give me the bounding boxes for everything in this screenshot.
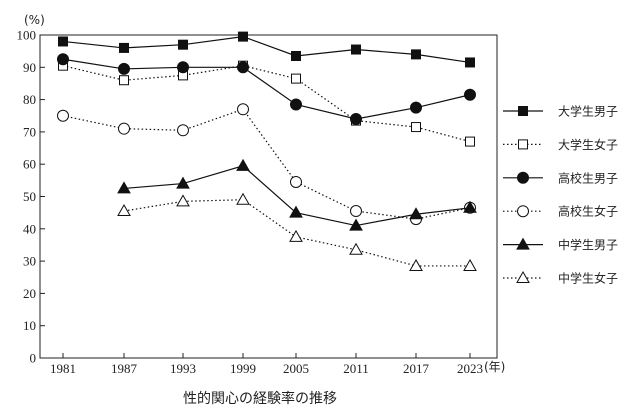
data-point <box>290 98 302 111</box>
y-tick-label: 100 <box>17 28 37 43</box>
series-line <box>62 58 471 120</box>
y-tick-label: 10 <box>23 318 36 333</box>
x-tick-label: 1981 <box>50 361 76 376</box>
y-tick-label: 70 <box>23 124 36 139</box>
data-point <box>290 175 302 188</box>
legend-item: 中学生女子 <box>503 271 618 286</box>
series-6 <box>117 192 477 271</box>
series-line <box>62 108 471 220</box>
data-point <box>350 205 362 218</box>
data-point <box>410 101 422 114</box>
y-tick-label: 80 <box>23 92 36 107</box>
legend-item: 高校生男子 <box>503 170 618 185</box>
data-point <box>349 242 363 255</box>
data-point <box>349 218 363 231</box>
y-tick-label: 40 <box>23 221 36 236</box>
chart-axes: 0 10 20 30 40 50 60 70 80 90 100 1981 1987 1993 1999 20… <box>17 28 498 376</box>
series-1 <box>58 31 475 68</box>
chart-title: 性的関心の経験率の推移 <box>183 390 337 407</box>
data-point <box>291 73 301 84</box>
data-point <box>176 194 190 207</box>
data-point <box>117 204 131 217</box>
data-point <box>178 39 188 50</box>
x-tick-label: 2023 <box>457 361 483 376</box>
legend-label: 大学生男子 <box>558 104 618 119</box>
data-point <box>57 109 69 122</box>
legend-label: 高校生男子 <box>558 170 618 185</box>
chart-series <box>57 31 477 271</box>
data-point <box>237 103 249 116</box>
series-line <box>62 65 471 143</box>
legend-marker <box>517 171 529 184</box>
legend-label: 大学生女子 <box>558 137 618 152</box>
x-tick-label: 1999 <box>230 361 256 376</box>
legend-item: 中学生男子 <box>503 237 618 252</box>
legend-marker <box>518 106 528 116</box>
x-tick-label: 2017 <box>403 361 430 376</box>
data-point <box>119 42 129 53</box>
series-3 <box>57 53 476 125</box>
data-point <box>237 61 249 74</box>
y-tick-label: 0 <box>30 351 37 366</box>
plot-frame <box>39 34 498 359</box>
series-4 <box>57 103 476 226</box>
y-tick-label: 20 <box>23 286 36 301</box>
y-axis-unit-label: (%) <box>24 13 45 27</box>
data-point <box>411 49 421 60</box>
legend-label: 高校生女子 <box>558 204 618 219</box>
legend-item: 大学生男子 <box>503 104 618 119</box>
legend-label: 中学生女子 <box>558 271 618 286</box>
y-tick-label: 30 <box>23 254 36 269</box>
data-point <box>464 88 476 101</box>
data-point <box>351 44 361 55</box>
data-point <box>411 122 421 133</box>
data-point <box>409 258 423 271</box>
data-point <box>177 61 189 74</box>
data-point <box>118 122 130 135</box>
legend-marker <box>516 237 530 250</box>
x-axis-unit-label: (年) <box>484 360 505 374</box>
data-point <box>57 53 69 66</box>
data-point <box>289 229 303 242</box>
data-point <box>463 258 477 271</box>
x-tick-label: 1987 <box>111 361 138 376</box>
data-point <box>236 158 250 171</box>
series-5 <box>117 158 477 231</box>
legend-marker <box>517 205 529 218</box>
legend-marker <box>518 139 528 150</box>
data-point <box>118 62 130 75</box>
data-point <box>463 200 477 213</box>
series-2 <box>58 60 475 147</box>
data-point <box>177 124 189 137</box>
x-tick-label: 2005 <box>283 361 309 376</box>
y-tick-label: 50 <box>23 189 36 204</box>
data-point <box>465 57 475 68</box>
data-point <box>465 136 475 147</box>
data-point <box>117 181 131 194</box>
data-point <box>291 50 301 61</box>
x-tick-label: 1993 <box>170 361 196 376</box>
y-tick-label: 90 <box>23 60 36 75</box>
series-line <box>62 36 471 64</box>
data-point <box>238 31 248 42</box>
data-point <box>350 112 362 125</box>
data-point <box>176 176 190 189</box>
data-point <box>409 207 423 220</box>
data-point <box>119 75 129 86</box>
data-point <box>58 36 68 47</box>
legend-marker <box>516 270 530 283</box>
legend-label: 中学生男子 <box>558 237 618 252</box>
legend-item: 大学生女子 <box>503 137 618 152</box>
y-tick-label: 60 <box>23 157 36 172</box>
data-point <box>289 205 303 218</box>
x-tick-label: 2011 <box>343 361 369 376</box>
legend-item: 高校生女子 <box>503 204 618 219</box>
data-point <box>236 192 250 205</box>
